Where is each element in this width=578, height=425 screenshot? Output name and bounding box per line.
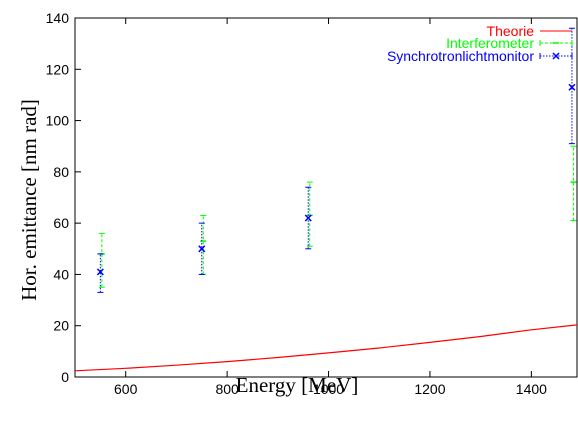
- y-tick-label: 120: [46, 61, 70, 77]
- legend: TheorieInterferometerSynchrotronlichtmon…: [387, 23, 573, 64]
- y-tick-label: 140: [46, 10, 70, 26]
- x-axis-title: Energy [MeV]: [236, 373, 359, 397]
- synchrotronlichtmonitor-point: [568, 83, 576, 91]
- legend-label-theorie: Theorie: [487, 23, 535, 39]
- x-tick-label: 1000: [313, 381, 344, 397]
- y-tick-label: 40: [53, 266, 69, 282]
- legend-marker: [552, 52, 560, 60]
- theory-line: [74, 324, 578, 372]
- y-axis-title: Hor. emittance [nm rad]: [17, 99, 41, 301]
- y-tick-label: 100: [46, 113, 70, 129]
- y-tick-label: 0: [61, 369, 69, 385]
- x-tick-label: 1200: [414, 381, 445, 397]
- plot-frame: [74, 17, 578, 378]
- x-tick-label: 800: [215, 381, 239, 397]
- y-tick-label: 20: [53, 318, 69, 334]
- synchrotronlichtmonitor-point: [304, 214, 312, 222]
- x-tick-label: 600: [114, 381, 138, 397]
- legend-label-synchrotronlichtmonitor: Synchrotronlichtmonitor: [387, 48, 534, 64]
- y-tick-label: 60: [53, 215, 69, 231]
- x-tick-label: 1400: [516, 381, 547, 397]
- y-tick-label: 80: [53, 164, 69, 180]
- legend-label-interferometer: Interferometer: [446, 35, 534, 51]
- synchrotronlichtmonitor-point: [198, 245, 206, 253]
- synchrotronlichtmonitor-point: [96, 268, 104, 276]
